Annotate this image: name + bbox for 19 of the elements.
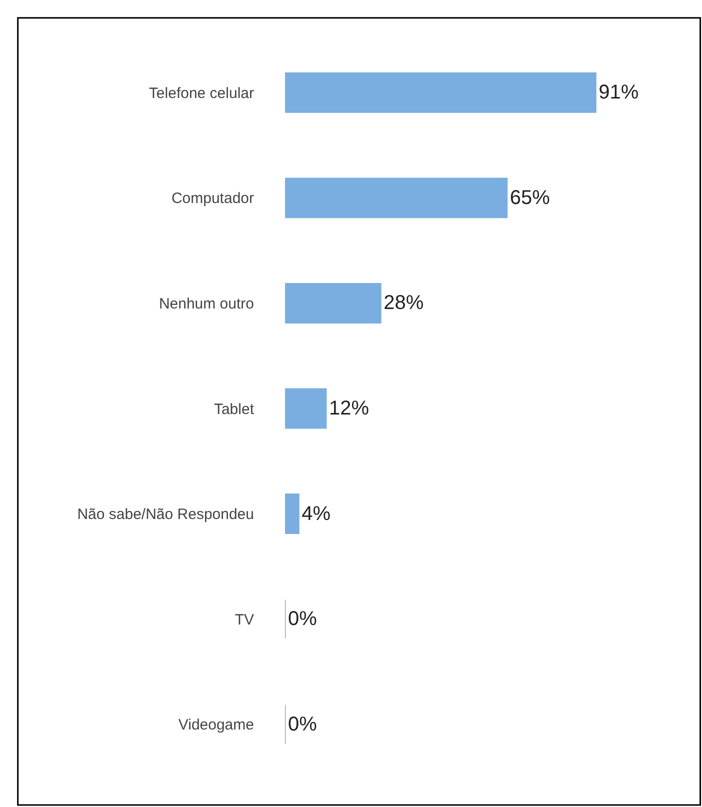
y-tick-label: Telefone celular [148,84,254,102]
y-tick-label: Tablet [214,400,255,418]
data-label: 0% [288,608,318,630]
data-label: 12% [328,398,370,420]
y-tick-label: Não sabe/Não Respondeu [77,506,254,524]
y-tick-label: Videogame [178,716,254,734]
data-label: 28% [384,292,424,314]
bar [285,72,596,113]
bar [285,494,300,534]
data-label: 65% [510,186,550,209]
data-label: 91% [598,82,639,104]
y-tick-label: Computador [171,190,254,208]
data-label: 0% [288,713,318,736]
data-label: 4% [302,502,331,525]
bar [285,178,508,218]
y-tick-label: Nenhum outro [158,295,254,312]
bar [285,388,327,429]
bar [285,282,382,324]
y-tick-label: TV [234,611,254,628]
